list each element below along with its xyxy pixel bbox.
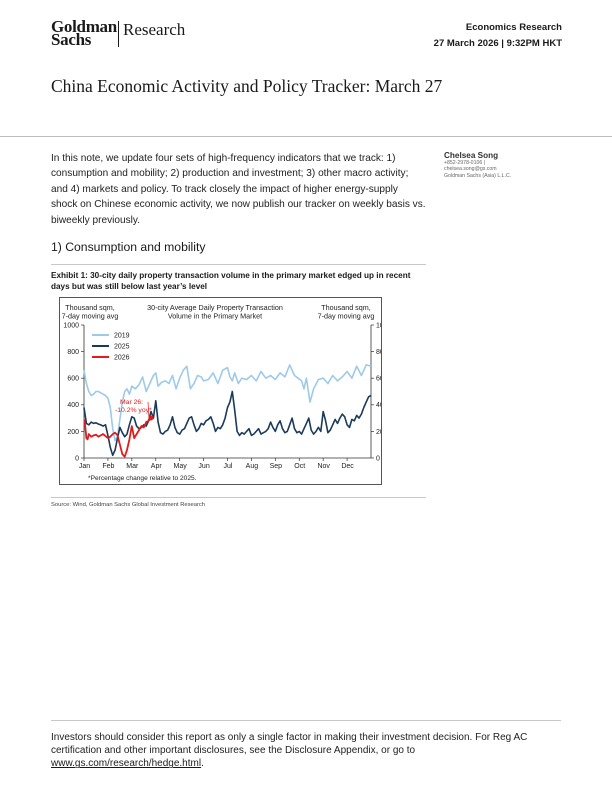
legend-label-2019: 2019 [114,333,130,340]
author-email[interactable]: chelsea.song@gs.com [444,166,497,173]
logo-research-label: Research [123,20,186,39]
y-axis-right-label-1: Thousand sqm, [321,303,371,312]
series-line-2026 [83,417,152,458]
goldman-sachs-logo: Goldman Sachs Research [51,17,186,50]
author-phone: +852-2978-0106 | [444,160,486,166]
disclosure-link[interactable]: www.gs.com/research/hedge.html [51,758,202,770]
source-note: Source: Wind, Goldman Sachs Global Inves… [51,502,206,508]
logo-separator [118,21,119,47]
x-tick-label: Oct [294,463,305,470]
x-tick-label: Mar [126,463,139,470]
y-axis-right-label-2: 7-day moving avg [318,312,375,321]
series-line-2025 [83,390,372,457]
y-tick-label-right: 800 [376,349,381,356]
x-tick-label: Apr [151,463,163,470]
y-tick-label-right: 1000 [376,322,381,329]
disclaimer-text: Investors should consider this report as… [51,732,528,757]
legend-label-2025: 2025 [114,344,130,351]
exhibit-bottom-rule [51,497,426,498]
y-tick-label-right: 0 [376,455,380,462]
author-name[interactable]: Chelsea Song [444,151,499,160]
header-meta: Economics Research 27 March 2026 | 9:32P… [434,20,562,52]
y-tick-label-left: 800 [67,349,79,356]
series-2026-endpoint [148,415,154,421]
y-tick-label-left: 1000 [63,322,79,329]
x-tick-label: Feb [102,463,114,470]
chart-title-line-1: 30-city Average Daily Property Transacti… [147,303,283,312]
property-volume-chart: Thousand sqm, 7-day moving avg 30-city A… [62,303,392,482]
y-tick-label-left: 0 [75,455,79,462]
x-tick-label: Jul [224,463,233,470]
exhibit-title: Exhibit 1: 30-city daily property transa… [51,271,411,291]
section-heading: 1) Consumption and mobility [51,240,206,254]
disclaimer-end: . [201,758,204,770]
intro-paragraph: In this note, we update four sets of hig… [51,153,426,226]
x-tick-label: Jan [79,463,90,470]
y-axis-left-label-1: Thousand sqm, [65,303,115,312]
page-title: China Economic Activity and Policy Track… [51,76,443,96]
x-tick-label: Aug [246,463,259,470]
header-datetime: 27 March 2026 | 9:32PM HKT [433,38,562,49]
y-tick-label-left: 400 [67,402,79,409]
header-divider [0,136,612,137]
x-tick-label: Dec [341,463,354,470]
author-firm: Goldman Sachs (Asia) L.L.C. [444,172,512,179]
y-tick-label-right: 600 [376,376,381,383]
exhibit-top-rule [51,264,426,265]
series-line-2019 [83,364,372,442]
annotation-line-1: Mar 26: [120,399,143,406]
annotation-line-2: -10.2% yoy* [115,407,152,414]
x-tick-label: Sep [270,463,283,470]
y-tick-label-right: 200 [376,429,381,436]
legend-label-2026: 2026 [114,355,130,362]
x-tick-label: May [174,463,188,470]
x-tick-label: Nov [317,463,330,470]
header-section: Economics Research [465,22,562,33]
chart-footnote: *Percentage change relative to 2025. [88,475,197,482]
y-tick-label-left: 600 [67,376,79,383]
author-block: Chelsea Song +852-2978-0106 | chelsea.so… [444,151,564,179]
x-tick-label: Jun [198,463,209,470]
chart-frame: Thousand sqm, 7-day moving avg 30-city A… [59,297,392,485]
logo-wordmark: Goldman Sachs [51,17,117,49]
footer-divider [51,720,561,721]
y-axis-left-label-2: 7-day moving avg [62,312,119,321]
y-tick-label-left: 200 [67,429,79,436]
disclaimer: Investors should consider this report as… [51,731,531,771]
chart-title-line-2: Volume in the Primary Market [168,312,262,321]
annotation-arrow [147,401,150,420]
y-tick-label-right: 400 [376,402,381,409]
